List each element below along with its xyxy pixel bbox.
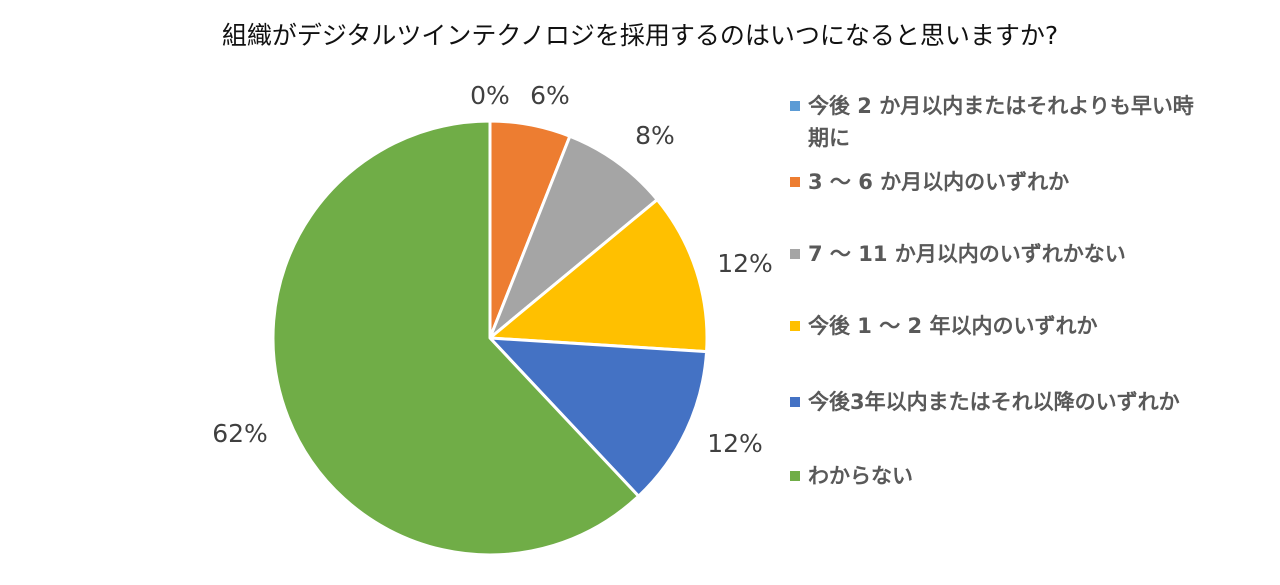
slice-label-4: 12% — [707, 429, 763, 458]
legend-label-5: わからない — [808, 464, 913, 488]
legend-swatch-4 — [790, 397, 800, 407]
legend-item-2: 7 ～ 11 か月以内のいずれかない — [790, 238, 1208, 270]
legend-label-0: 今後 2 か月以内またはそれよりも早い時期に — [808, 94, 1194, 150]
slice-label-2: 8% — [635, 121, 675, 150]
pie-slice-4 — [488, 336, 709, 498]
pie-slice-5 — [271, 119, 641, 557]
chart-title: 組織がデジタルツインテクノロジを採用するのはいつになると思いますか? — [221, 21, 1059, 50]
pie-slice-2 — [488, 134, 659, 340]
legend-swatch-2 — [790, 249, 800, 259]
slice-label-3: 12% — [717, 249, 773, 278]
legend-item-0: 今後 2 か月以内またはそれよりも早い時期に — [790, 90, 1208, 154]
legend-label-3: 今後 1 ～ 2 年以内のいずれか — [808, 314, 1098, 338]
legend-swatch-0 — [790, 101, 800, 111]
legend-swatch-3 — [790, 321, 800, 331]
legend-item-3: 今後 1 ～ 2 年以内のいずれか — [790, 310, 1208, 342]
legend-item-5: わからない — [790, 460, 1208, 492]
legend-item-4: 今後3年以内またはそれ以降のいずれか — [790, 386, 1208, 418]
legend-swatch-1 — [790, 177, 800, 187]
legend-label-4: 今後3年以内またはそれ以降のいずれか — [808, 390, 1180, 414]
legend-item-1: 3 ～ 6 か月以内のいずれか — [790, 166, 1208, 198]
pie-slice-3 — [488, 198, 709, 354]
slice-label-1: 6% — [530, 81, 570, 110]
legend-label-2: 7 ～ 11 か月以内のいずれかない — [808, 242, 1126, 266]
slice-label-5: 62% — [212, 419, 268, 448]
slice-label-0: 0% — [470, 81, 510, 110]
legend-label-1: 3 ～ 6 か月以内のいずれか — [808, 170, 1070, 194]
legend-swatch-5 — [790, 471, 800, 481]
